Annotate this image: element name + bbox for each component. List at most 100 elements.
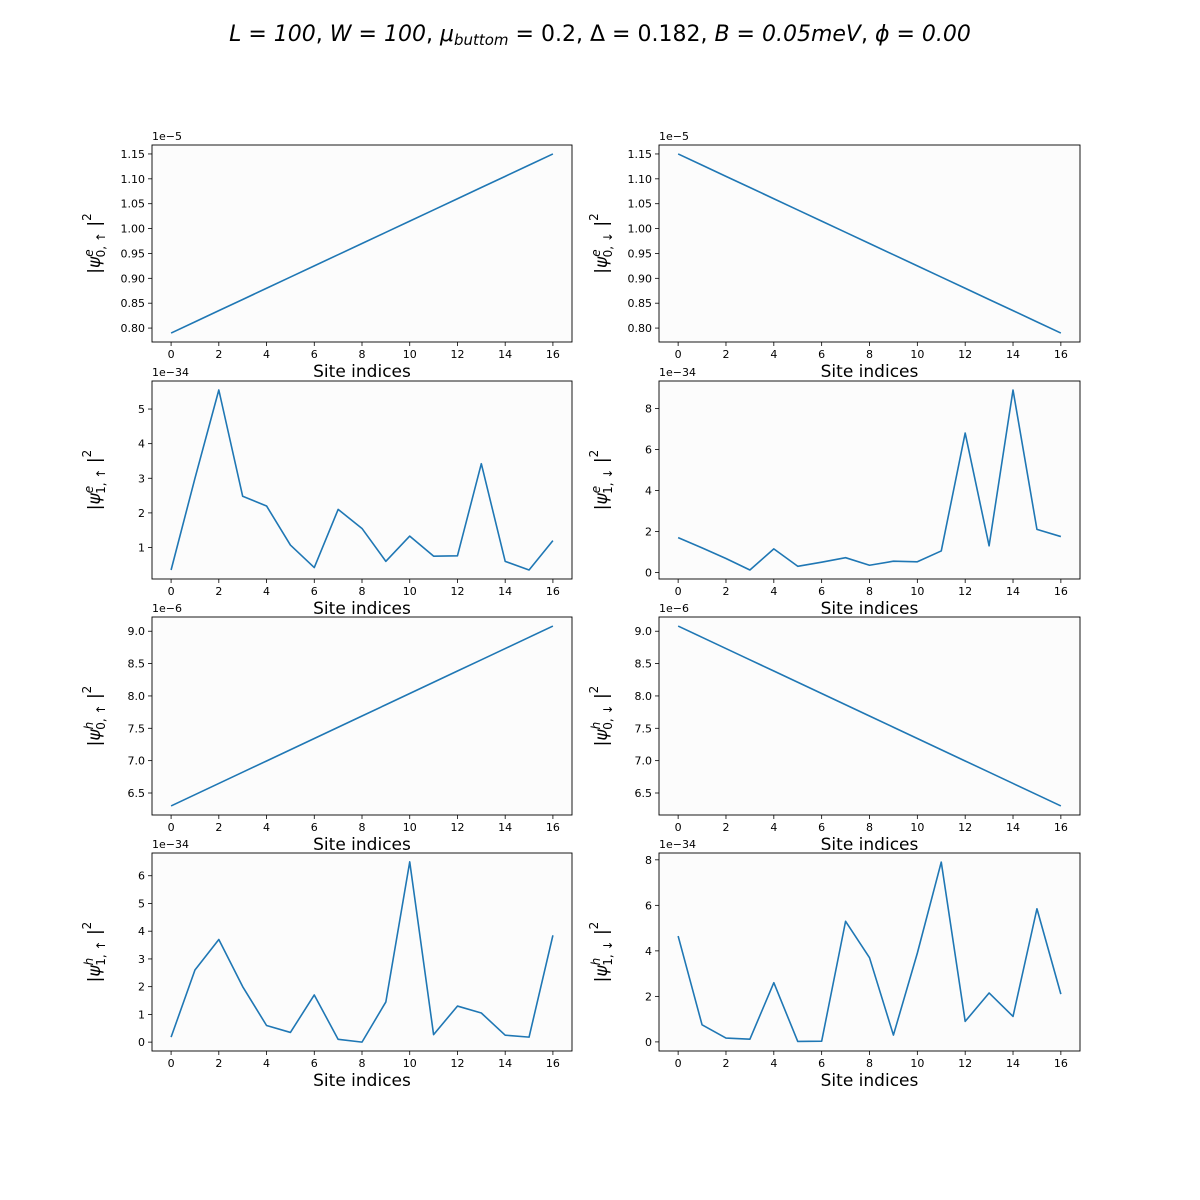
x-tick-label: 0 [168,1057,175,1070]
x-tick-label: 16 [1054,585,1068,598]
y-multiplier: 1e−5 [659,130,689,143]
x-tick-label: 4 [770,1057,777,1070]
x-tick-label: 6 [818,821,825,834]
x-tick-label: 2 [215,348,222,361]
y-tick-label: 1.15 [121,148,146,161]
y-tick-label: 1.00 [628,223,653,236]
y-tick-label: 4 [645,484,652,497]
y-tick-label: 1.05 [121,198,146,211]
series-line [170,861,554,1043]
y-tick-label: 9.0 [128,625,146,638]
x-tick-label: 14 [498,821,512,834]
panel-h0up: 0 2 4 6 8 10 12 14 16 6.5 7.0 7.5 8.0 8.5 9.0 1e−6 Site … [80,602,573,855]
y-tick-label: 5 [138,403,145,416]
y-axis-label: |ψe0, ↓ |2 [587,213,615,273]
y-multiplier: 1e−34 [659,366,696,379]
series-line [677,625,1062,807]
x-tick-label: 12 [450,821,464,834]
plot-area [152,853,572,1051]
y-tick-label: 7.0 [635,755,653,768]
panel-e0down: 0 2 4 6 8 10 12 14 16 0.80 0.85 0.90 0.95 1.00 1.05 1.1… [587,130,1081,382]
y-tick-label: 0.90 [121,272,146,285]
x-tick-label: 6 [311,348,318,361]
y-tick-label: 2 [645,990,652,1003]
x-tick-label: 6 [311,821,318,834]
x-tick-label: 14 [1006,585,1020,598]
x-tick-label: 14 [1006,348,1020,361]
x-tick-label: 2 [722,1057,729,1070]
y-tick-label: 8.0 [128,690,146,703]
y-tick-label: 4 [138,438,145,451]
y-axis-label: |ψh1, ↑ |2 [80,922,108,983]
x-tick-label: 14 [498,585,512,598]
x-tick-label: 12 [958,585,972,598]
y-tick-label: 7.5 [635,722,653,735]
x-axis-label: Site indices [313,362,411,382]
series-line [170,153,554,334]
x-tick-label: 4 [263,821,270,834]
x-tick-label: 12 [958,348,972,361]
y-multiplier: 1e−5 [152,130,182,143]
x-tick-label: 12 [450,585,464,598]
x-axis-label: Site indices [313,1071,411,1091]
y-tick-label: 1.10 [628,173,653,186]
x-tick-label: 10 [403,1057,417,1070]
y-tick-label: 1 [138,1008,145,1021]
x-tick-label: 4 [770,348,777,361]
y-axis-label: |ψh1, ↓ |2 [587,922,615,983]
y-tick-label: 0 [138,1036,145,1049]
y-axis-label: |ψh0, ↓ |2 [587,686,615,747]
x-tick-label: 16 [546,585,560,598]
y-tick-label: 2 [645,525,652,538]
y-tick-label: 7.5 [128,722,146,735]
series-line [677,153,1062,334]
y-tick-label: 3 [138,953,145,966]
x-tick-label: 8 [866,821,873,834]
x-tick-label: 0 [675,1057,682,1070]
y-tick-label: 6 [645,899,652,912]
y-multiplier: 1e−34 [152,838,189,851]
y-tick-label: 6 [138,870,145,883]
x-tick-label: 6 [818,348,825,361]
y-axis-label: |ψe0, ↑ |2 [80,213,108,273]
y-tick-label: 0.85 [628,297,653,310]
y-tick-label: 3 [138,472,145,485]
y-tick-label: 4 [138,925,145,938]
x-tick-label: 4 [770,821,777,834]
x-axis-label: Site indices [821,362,919,382]
y-tick-label: 5 [138,897,145,910]
y-tick-label: 0.85 [121,297,146,310]
y-axis-label: |ψh0, ↑ |2 [80,686,108,747]
x-tick-label: 4 [263,348,270,361]
x-tick-label: 4 [263,585,270,598]
x-tick-label: 2 [215,821,222,834]
x-tick-label: 12 [450,1057,464,1070]
x-tick-label: 12 [958,1057,972,1070]
x-tick-label: 0 [168,348,175,361]
panel-h1down: 0 2 4 6 8 10 12 14 16 0 2 4 6 8 1e−34 Site indices |ψh1,… [587,838,1081,1091]
y-tick-label: 1.15 [628,148,653,161]
x-tick-label: 10 [910,348,924,361]
x-tick-label: 2 [722,821,729,834]
series-line [677,861,1062,1043]
x-tick-label: 14 [1006,1057,1020,1070]
x-tick-label: 8 [359,585,366,598]
x-tick-label: 16 [546,348,560,361]
y-tick-label: 1.00 [121,223,146,236]
y-tick-label: 0.90 [628,272,653,285]
panel-e0up: 0 2 4 6 8 10 12 14 16 0.80 0.85 0.90 0.95 1.00 1.05 1.1… [80,130,573,382]
panel-e1down: 0 2 4 6 8 10 12 14 16 0 2 4 6 8 1e−34 Site indices |ψe1,… [587,366,1081,619]
x-tick-label: 8 [866,1057,873,1070]
x-axis-label: Site indices [821,835,919,855]
y-tick-label: 1.05 [628,198,653,211]
x-tick-label: 10 [910,585,924,598]
y-tick-label: 4 [645,945,652,958]
y-multiplier: 1e−34 [659,838,696,851]
x-tick-label: 10 [910,1057,924,1070]
series-line [170,389,554,571]
x-tick-label: 6 [311,1057,318,1070]
y-tick-label: 8.0 [635,690,653,703]
